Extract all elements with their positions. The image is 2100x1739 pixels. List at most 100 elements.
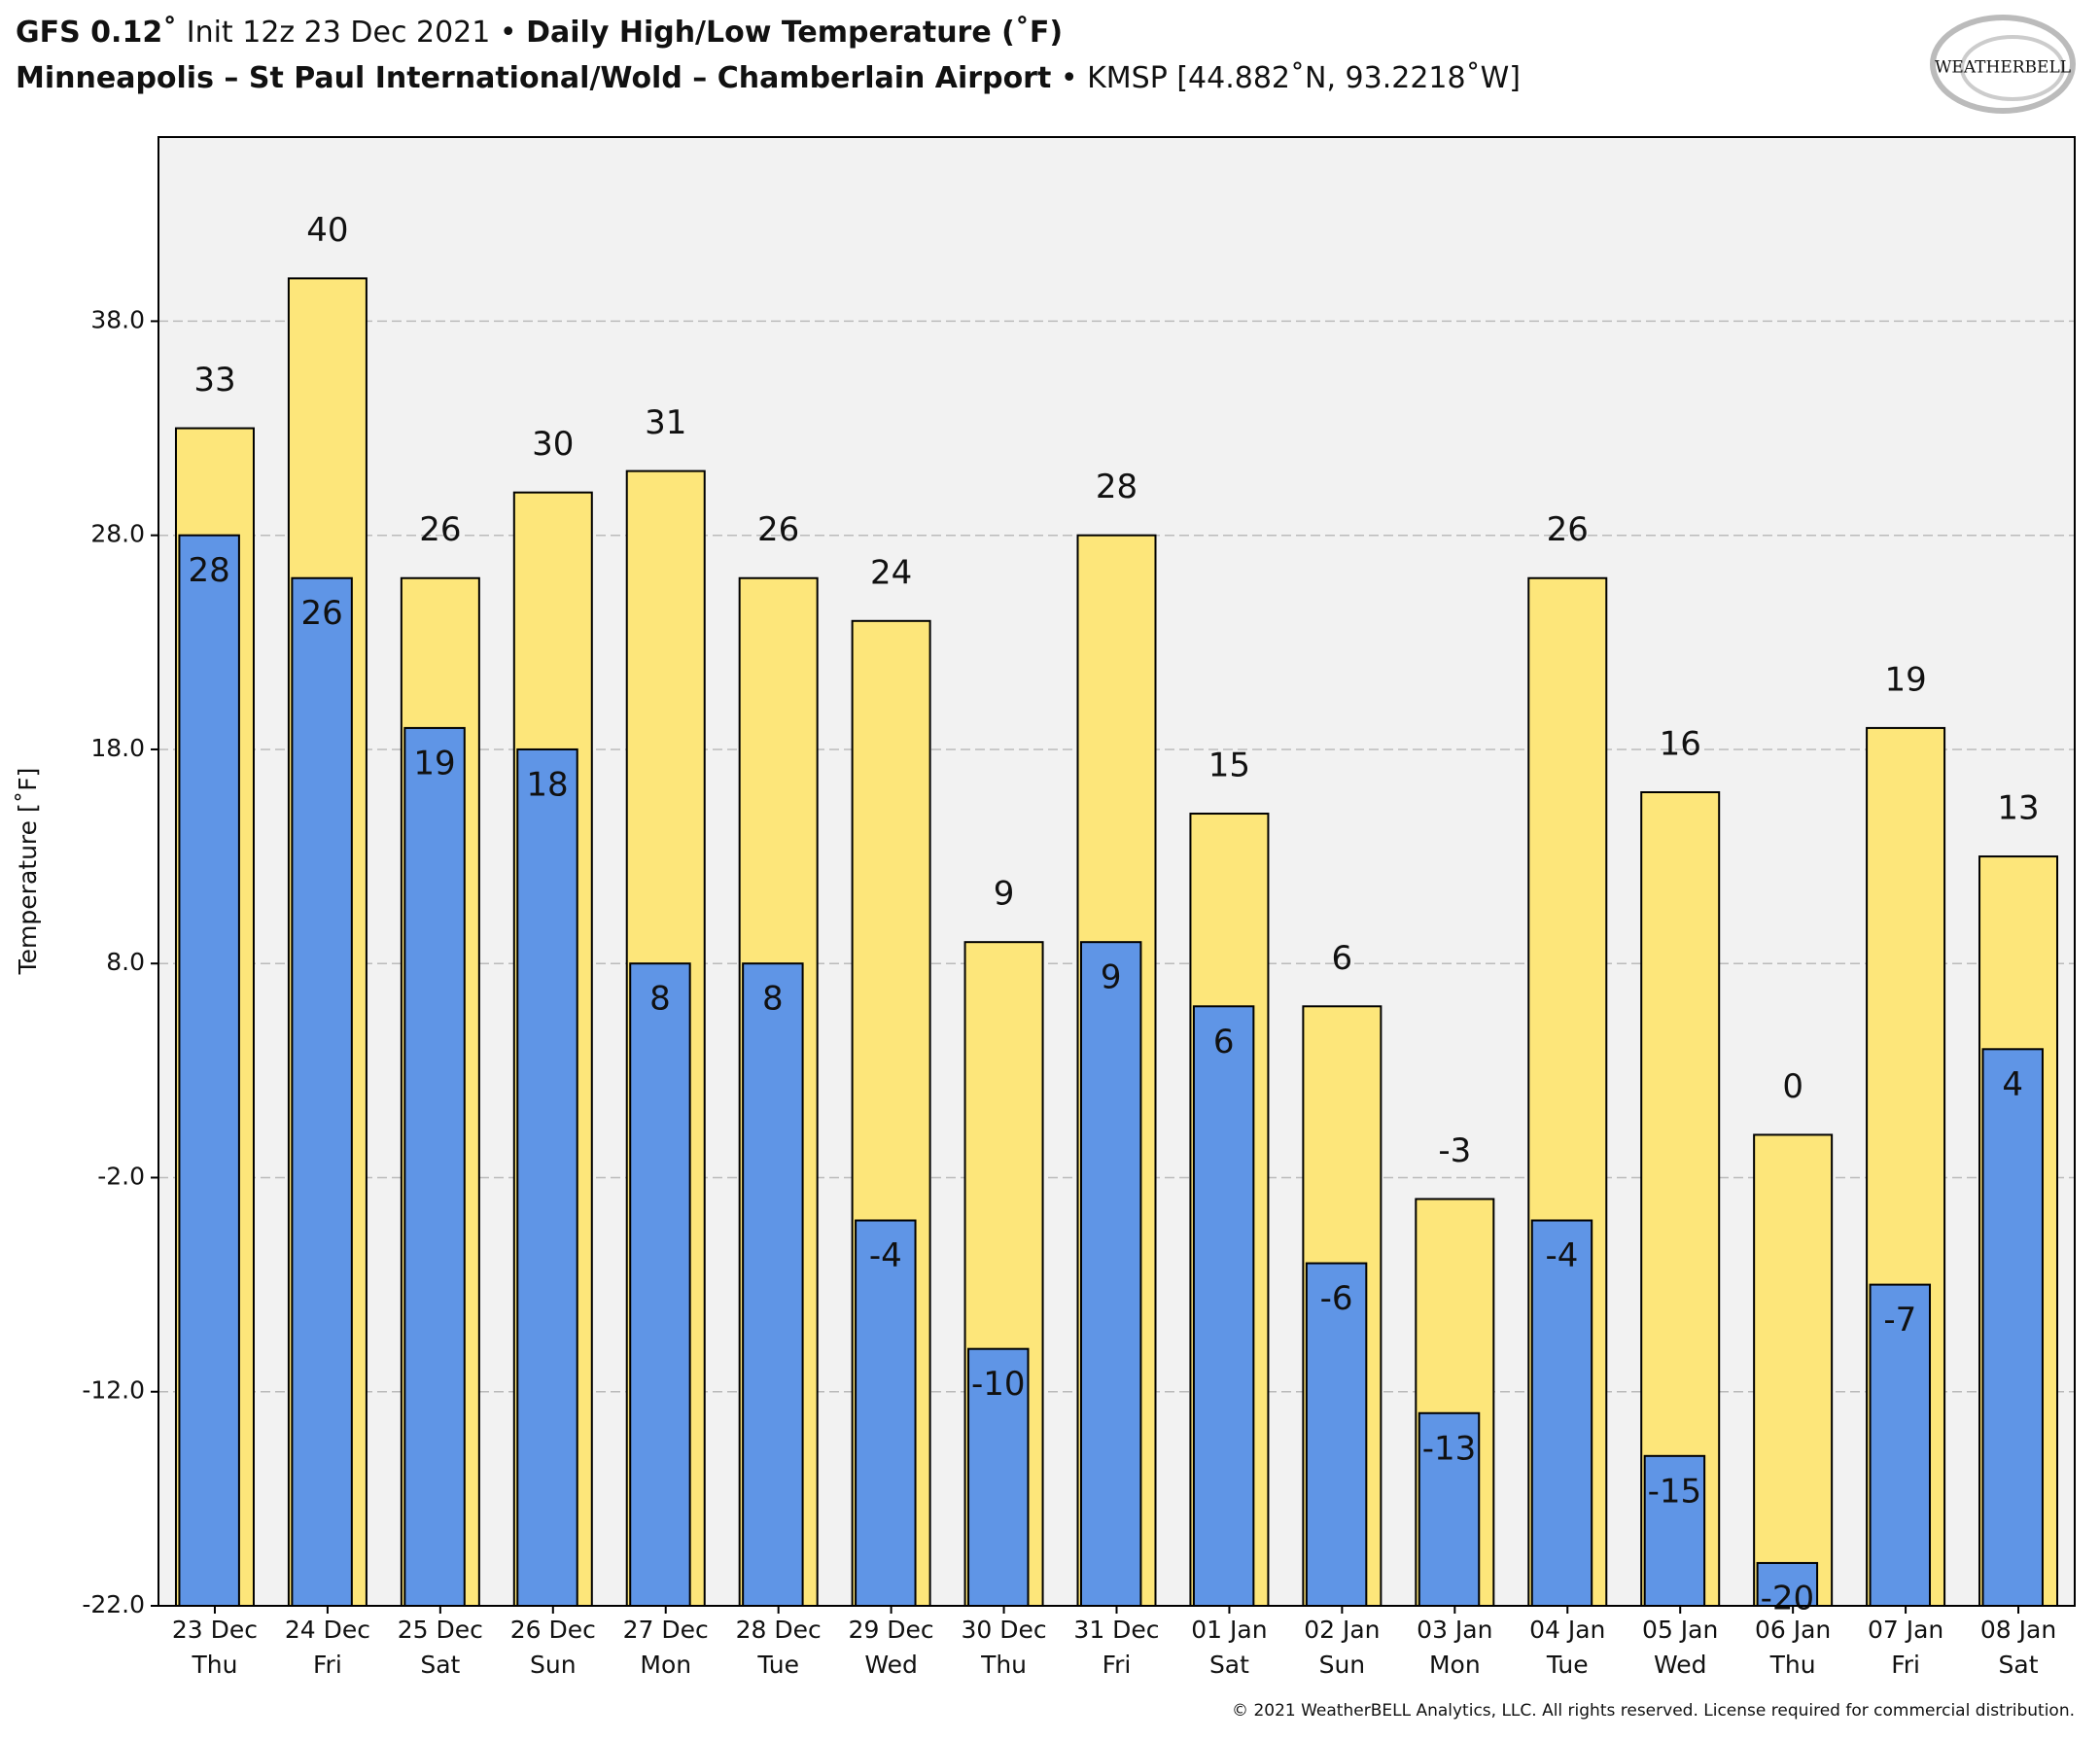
low-label: 19 [413, 744, 455, 783]
x-tick-sublabel: Mon [1429, 1651, 1481, 1679]
x-tick-sublabel: Sat [1999, 1651, 2039, 1679]
x-tick-sublabel: Sun [1319, 1651, 1366, 1679]
x-tick-label: 27 Dec [623, 1616, 709, 1644]
x-tick-label: 05 Jan [1642, 1616, 1718, 1644]
low-bar [1643, 1454, 1706, 1607]
x-tick-label: 04 Jan [1529, 1616, 1605, 1644]
x-tick-sublabel: Sat [1209, 1651, 1249, 1679]
x-tick-label: 03 Jan [1417, 1616, 1492, 1644]
high-label: 31 [645, 403, 686, 442]
high-label: 30 [532, 425, 574, 464]
y-tick-label: -12.0 [82, 1376, 145, 1405]
x-tick-sublabel: Wed [864, 1651, 918, 1679]
high-label: 26 [1547, 510, 1589, 549]
low-label: -7 [1883, 1301, 1916, 1339]
x-tick-sublabel: Thu [191, 1651, 237, 1679]
x-tick-label: 25 Dec [398, 1616, 483, 1644]
low-bar [178, 534, 240, 1608]
low-label: 9 [1101, 958, 1122, 997]
low-label: 26 [300, 594, 342, 633]
low-label: -4 [869, 1236, 902, 1275]
low-bar [1079, 941, 1142, 1607]
subtitle-station: Minneapolis – St Paul International/Wold… [16, 61, 1051, 95]
low-label: -10 [971, 1365, 1026, 1404]
high-label: -3 [1438, 1131, 1471, 1170]
high-label: 40 [306, 211, 348, 250]
low-label: -15 [1648, 1472, 1702, 1511]
x-tick-label: 29 Dec [849, 1616, 934, 1644]
x-tick-label: 08 Jan [1980, 1616, 2056, 1644]
low-label: 8 [762, 980, 784, 1019]
y-tick-label: -22.0 [82, 1590, 145, 1618]
title-line: GFS 0.12˚ Init 12z 23 Dec 2021 • Daily H… [16, 15, 1063, 50]
subtitle-line: Minneapolis – St Paul International/Wold… [16, 61, 1521, 95]
logo-swirl [1930, 15, 2076, 114]
high-label: 16 [1660, 725, 1701, 764]
low-bar [1192, 1005, 1255, 1607]
high-label: 19 [1884, 660, 1926, 699]
x-tick-label: 06 Jan [1755, 1616, 1831, 1644]
title-main: Daily High/Low Temperature (˚F) [526, 15, 1063, 50]
low-label: 4 [2002, 1065, 2023, 1104]
x-tick-label: 26 Dec [510, 1616, 596, 1644]
x-tick-label: 28 Dec [736, 1616, 822, 1644]
x-tick-sublabel: Thu [980, 1651, 1027, 1679]
low-bar [967, 1347, 1030, 1608]
x-tick-label: 07 Jan [1868, 1616, 1943, 1644]
high-label: 24 [870, 553, 912, 592]
high-label: 33 [193, 361, 235, 400]
low-bar [291, 576, 353, 1608]
low-bar [742, 962, 804, 1607]
low-label: -20 [1761, 1579, 1815, 1617]
low-label: 6 [1213, 1023, 1235, 1061]
y-tick-label: 8.0 [106, 948, 145, 976]
subtitle-code: • KMSP [44.882˚N, 93.2218˚W] [1061, 61, 1521, 95]
high-label: 13 [1997, 789, 2039, 828]
low-label: -6 [1320, 1279, 1353, 1318]
low-label: 28 [189, 551, 230, 590]
x-tick-label: 24 Dec [285, 1616, 370, 1644]
title-init: Init 12z 23 Dec 2021 • [187, 16, 517, 50]
low-label: 8 [649, 980, 671, 1019]
x-tick-sublabel: Wed [1654, 1651, 1707, 1679]
x-tick-sublabel: Thu [1769, 1651, 1816, 1679]
x-tick-sublabel: Sat [420, 1651, 460, 1679]
low-bar [1530, 1219, 1593, 1607]
high-label: 9 [994, 875, 1015, 914]
footer: © 2021 WeatherBELL Analytics, LLC. All r… [1232, 1701, 2075, 1721]
x-tick-label: 01 Jan [1191, 1616, 1267, 1644]
low-bar [1981, 1048, 2044, 1607]
low-bar [1418, 1411, 1481, 1607]
low-label: -13 [1422, 1429, 1477, 1468]
logo: WEATHERBELL [1930, 15, 2076, 114]
low-bar [403, 726, 466, 1607]
x-tick-label: 30 Dec [961, 1616, 1046, 1644]
high-label: 0 [1782, 1067, 1803, 1106]
high-label: 15 [1208, 747, 1250, 785]
low-bar [1756, 1561, 1819, 1607]
high-label: 28 [1096, 468, 1138, 506]
low-bar [516, 748, 578, 1607]
low-label: -4 [1546, 1236, 1579, 1275]
low-bar [1305, 1262, 1368, 1608]
low-label: 18 [526, 765, 568, 804]
high-label: 26 [419, 510, 461, 549]
low-bar [855, 1219, 917, 1607]
high-bar [1753, 1133, 1834, 1607]
high-label: 26 [757, 510, 799, 549]
y-tick-label: -2.0 [97, 1162, 145, 1190]
x-tick-sublabel: Tue [756, 1651, 799, 1679]
x-tick-label: 31 Dec [1073, 1616, 1159, 1644]
y-tick-label: 38.0 [90, 305, 145, 333]
x-tick-sublabel: Fri [313, 1651, 342, 1679]
logo-swirl [1960, 35, 2065, 101]
x-tick-sublabel: Tue [1546, 1651, 1589, 1679]
x-tick-sublabel: Mon [640, 1651, 691, 1679]
y-tick-label: 18.0 [90, 734, 145, 762]
logo-text: WEATHERBELL [1935, 58, 2071, 78]
title-model: GFS 0.12˚ [16, 15, 177, 50]
x-tick-label: 02 Jan [1304, 1616, 1380, 1644]
x-tick-sublabel: Sun [530, 1651, 577, 1679]
high-label: 6 [1332, 939, 1353, 978]
